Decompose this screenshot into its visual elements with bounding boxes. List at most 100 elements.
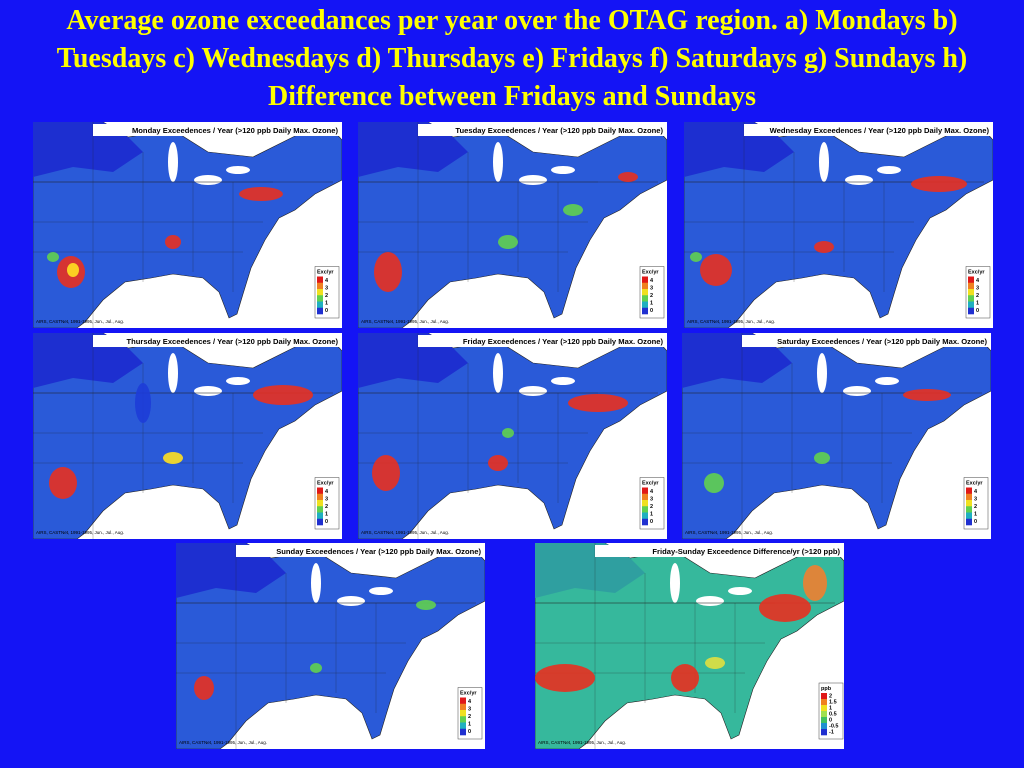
legend-swatch xyxy=(642,301,648,309)
title-bg xyxy=(93,124,339,136)
land xyxy=(176,543,485,749)
ozone-area xyxy=(563,204,583,216)
panel-title: Friday Exceedences / Year (>120 ppb Dail… xyxy=(463,337,664,346)
ozone-area xyxy=(911,176,967,192)
legend-label: 3 xyxy=(325,286,328,292)
ozone-area xyxy=(310,663,322,673)
legend-label: 3 xyxy=(325,497,328,503)
legend-label: 2 xyxy=(650,504,653,510)
legend-label: 0.5 xyxy=(829,712,837,718)
title-bg xyxy=(418,124,664,136)
panel-title: Tuesday Exceedences / Year (>120 ppb Dai… xyxy=(455,126,663,135)
lake xyxy=(337,596,365,606)
legend-label: 2 xyxy=(325,504,328,510)
ozone-area xyxy=(618,172,638,182)
map-panel: Sunday Exceedences / Year (>120 ppb Dail… xyxy=(176,543,485,749)
source-note: AIRS, CASTNet, 1991-1995, Jun., Jul., Au… xyxy=(36,530,124,535)
lake xyxy=(875,377,899,385)
title-bg xyxy=(418,335,664,347)
legend-label: 1 xyxy=(325,512,328,518)
legend-label: 0 xyxy=(468,729,471,735)
legend-swatch xyxy=(821,705,827,712)
map-panel: Tuesday Exceedences / Year (>120 ppb Dai… xyxy=(358,122,667,328)
legend-swatch xyxy=(821,699,827,706)
legend-swatch xyxy=(966,487,972,495)
lake xyxy=(493,353,503,393)
legend-swatch xyxy=(642,289,648,296)
lake xyxy=(551,377,575,385)
legend-title: Exc/yr xyxy=(317,270,334,276)
legend-swatch xyxy=(642,295,648,302)
legend-label: 0 xyxy=(325,519,328,525)
legend-swatch xyxy=(821,729,827,736)
legend-label: -0.5 xyxy=(829,724,838,730)
ozone-area xyxy=(759,594,811,622)
ozone-area xyxy=(47,252,59,262)
legend-swatch xyxy=(460,722,466,730)
legend-swatch xyxy=(966,506,972,513)
ozone-area xyxy=(488,455,508,471)
slide-title: Average ozone exceedances per year over … xyxy=(56,5,968,112)
ozone-area xyxy=(690,252,702,262)
lake xyxy=(226,166,250,174)
legend-label: 1 xyxy=(650,512,653,518)
legend-swatch xyxy=(317,506,323,513)
ozone-area xyxy=(704,473,724,493)
legend-label: 2 xyxy=(829,694,832,700)
legend-swatch xyxy=(821,693,827,700)
legend-swatch xyxy=(966,512,972,520)
legend-label: 3 xyxy=(974,497,977,503)
legend-swatch xyxy=(642,512,648,520)
legend-title: Exc/yr xyxy=(966,481,983,487)
panel-title: Monday Exceedences / Year (>120 ppb Dail… xyxy=(132,126,338,135)
map-panel: Friday Exceedences / Year (>120 ppb Dail… xyxy=(358,333,667,539)
legend-swatch xyxy=(460,697,466,705)
legend-label: 4 xyxy=(976,278,980,284)
land xyxy=(684,122,993,328)
ozone-area xyxy=(568,394,628,412)
legend-label: 4 xyxy=(974,489,978,495)
title-bg xyxy=(93,335,339,347)
legend-swatch xyxy=(317,512,323,520)
legend-title: Exc/yr xyxy=(968,270,985,276)
lake xyxy=(194,386,222,396)
legend-swatch xyxy=(317,301,323,309)
legend-label: -1 xyxy=(829,730,834,736)
legend-label: 4 xyxy=(650,489,654,495)
map-panel: Thursday Exceedences / Year (>120 ppb Da… xyxy=(33,333,342,539)
legend-swatch xyxy=(821,723,827,730)
legend-swatch xyxy=(966,518,972,526)
land xyxy=(535,543,844,749)
legend-label: 4 xyxy=(650,278,654,284)
ozone-area xyxy=(253,385,313,405)
source-note: AIRS, CASTNet, 1991-1995, Jun., Jul., Au… xyxy=(687,319,775,324)
legend-label: 1.5 xyxy=(829,700,837,706)
legend-label: 1 xyxy=(829,706,832,712)
ozone-area xyxy=(49,467,77,499)
lake xyxy=(519,175,547,185)
lake xyxy=(226,377,250,385)
legend-swatch xyxy=(460,710,466,717)
legend-label: 1 xyxy=(976,301,979,307)
legend-swatch xyxy=(968,276,974,284)
legend-label: 3 xyxy=(468,707,471,713)
legend-swatch xyxy=(460,728,466,736)
legend-swatch xyxy=(317,500,323,507)
lake xyxy=(493,142,503,182)
lake xyxy=(369,587,393,595)
ozone-area xyxy=(903,389,951,401)
ozone-area xyxy=(163,452,183,464)
legend-swatch xyxy=(317,307,323,315)
legend-swatch xyxy=(968,282,974,290)
legend-label: 0 xyxy=(829,718,832,724)
lake xyxy=(819,142,829,182)
legend-label: 3 xyxy=(650,286,653,292)
legend-label: 4 xyxy=(325,278,329,284)
legend-swatch xyxy=(642,500,648,507)
legend-title: Exc/yr xyxy=(642,270,659,276)
legend-swatch xyxy=(460,703,466,711)
lake xyxy=(877,166,901,174)
map-panel: Saturday Exceedences / Year (>120 ppb Da… xyxy=(682,333,991,539)
legend-swatch xyxy=(966,493,972,501)
